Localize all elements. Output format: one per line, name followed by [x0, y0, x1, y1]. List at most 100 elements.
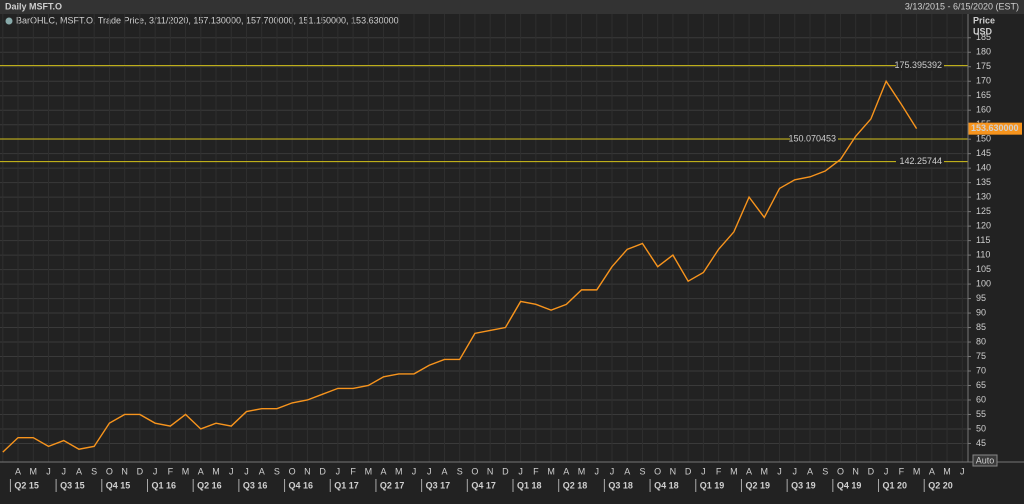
y-tick-label: 90: [976, 307, 986, 317]
quarter-label: Q1 20: [883, 480, 908, 490]
x-tick-label: A: [76, 466, 82, 476]
quarter-label: Q4 19: [837, 480, 862, 490]
x-tick-label: O: [654, 466, 661, 476]
quarter-label: Q3 17: [426, 480, 451, 490]
y-axis-unit: USD: [973, 26, 993, 36]
subtitle: 3/13/2015 - 6/15/2020 (EST): [905, 1, 1019, 11]
y-tick-label: 165: [976, 90, 991, 100]
level-label-bg: [896, 59, 944, 71]
price-line: [2, 79, 918, 453]
x-tick-label: N: [852, 466, 859, 476]
x-tick-label: M: [182, 466, 190, 476]
x-tick-label: A: [929, 466, 935, 476]
x-tick-label: O: [471, 466, 478, 476]
quarter-label: Q3 16: [243, 480, 268, 490]
quarter-label: Q1 16: [151, 480, 176, 490]
quarter-label: Q2 20: [928, 480, 953, 490]
x-tick-label: J: [244, 466, 249, 476]
x-tick-label: D: [868, 466, 875, 476]
quarter-label: Q4 17: [471, 480, 496, 490]
x-tick-label: D: [319, 466, 326, 476]
y-tick-label: 130: [976, 192, 991, 202]
x-tick-label: A: [807, 466, 813, 476]
y-tick-label: 60: [976, 394, 986, 404]
x-tick-label: J: [610, 466, 615, 476]
y-tick-label: 160: [976, 105, 991, 115]
y-tick-label: 85: [976, 322, 986, 332]
x-tick-label: J: [153, 466, 158, 476]
x-tick-label: J: [229, 466, 234, 476]
x-tick-label: D: [685, 466, 692, 476]
x-tick-label: F: [899, 466, 905, 476]
x-tick-label: J: [336, 466, 341, 476]
x-tick-label: A: [15, 466, 21, 476]
x-tick-label: J: [46, 466, 51, 476]
legend-entry: BarOHLC, MSFT.O, Trade Price, 3/11/2020,…: [16, 15, 399, 25]
y-tick-label: 115: [976, 235, 990, 245]
x-tick-label: O: [106, 466, 113, 476]
x-tick-label: F: [350, 466, 356, 476]
y-tick-label: 185: [976, 32, 991, 42]
x-tick-label: A: [624, 466, 630, 476]
x-tick-label: M: [761, 466, 769, 476]
y-tick-label: 120: [976, 220, 991, 230]
y-tick-label: 140: [976, 163, 991, 173]
x-tick-label: S: [91, 466, 97, 476]
x-tick-label: N: [487, 466, 494, 476]
x-tick-label: O: [837, 466, 844, 476]
x-tick-label: N: [304, 466, 311, 476]
x-tick-label: M: [395, 466, 403, 476]
y-tick-label: 75: [976, 351, 986, 361]
y-tick-label: 145: [976, 148, 991, 158]
x-tick-label: D: [137, 466, 144, 476]
x-tick-label: S: [639, 466, 645, 476]
y-tick-label: 80: [976, 336, 986, 346]
x-tick-label: A: [746, 466, 752, 476]
x-tick-label: J: [412, 466, 417, 476]
quarter-label: Q2 16: [197, 480, 222, 490]
x-tick-label: N: [670, 466, 677, 476]
y-tick-label: 175: [976, 61, 991, 71]
x-tick-label: A: [563, 466, 569, 476]
x-tick-label: F: [168, 466, 174, 476]
y-tick-label: 65: [976, 380, 986, 390]
x-tick-label: J: [884, 466, 889, 476]
last-price-label: 153.630000: [971, 123, 1019, 133]
quarter-label: Q1 17: [334, 480, 359, 490]
auto-button-label[interactable]: Auto: [976, 455, 995, 465]
y-tick-label: 180: [976, 47, 991, 57]
legend-icon: [5, 17, 13, 25]
quarter-label: Q3 19: [791, 480, 816, 490]
auto-button[interactable]: [972, 454, 998, 467]
quarter-label: Q2 15: [14, 480, 39, 490]
x-tick-label: J: [960, 466, 965, 476]
x-tick-label: S: [274, 466, 280, 476]
quarter-label: Q3 18: [608, 480, 633, 490]
quarter-label: Q2 17: [380, 480, 405, 490]
level-label: 150.070453: [788, 133, 836, 143]
quarter-label: Q2 18: [563, 480, 588, 490]
x-tick-label: S: [822, 466, 828, 476]
x-tick-label: M: [730, 466, 738, 476]
y-tick-label: 170: [976, 76, 991, 86]
quarter-label: Q4 16: [289, 480, 314, 490]
x-tick-label: J: [427, 466, 432, 476]
y-tick-label: 100: [976, 278, 991, 288]
x-tick-label: J: [777, 466, 782, 476]
level-label-bg: [790, 132, 838, 144]
y-tick-label: 110: [976, 249, 990, 259]
x-tick-label: M: [365, 466, 373, 476]
y-tick-label: 125: [976, 206, 991, 216]
x-tick-label: J: [595, 466, 600, 476]
level-label-bg: [896, 155, 944, 167]
y-tick-label: 70: [976, 365, 986, 375]
x-tick-label: M: [30, 466, 38, 476]
quarter-label: Q3 15: [60, 480, 85, 490]
x-tick-label: F: [533, 466, 539, 476]
x-tick-label: A: [198, 466, 204, 476]
y-axis-label: Price: [973, 15, 995, 25]
last-price-tag: [968, 122, 1022, 135]
quarter-label: Q1 18: [517, 480, 542, 490]
